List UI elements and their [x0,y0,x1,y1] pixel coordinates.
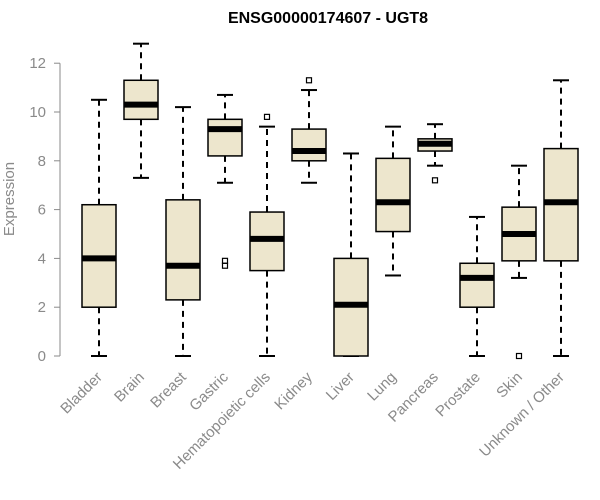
x-tick-label: Skin [493,369,526,402]
outlier-point [263,113,271,120]
y-tick-label: 0 [38,348,46,365]
x-tick-label: Bladder [57,369,106,418]
x-tick-label: Lung [364,369,400,405]
box-7 [375,125,411,277]
x-tick-label: Breast [147,368,190,411]
outlier-point [305,77,313,84]
y-axis-label: Expression [1,162,18,236]
y-tick-label: 6 [38,202,46,219]
box-11 [543,79,579,357]
box-iqr [207,118,243,157]
box-6 [333,152,369,357]
x-tick-label: Brain [111,369,148,406]
box-8 [417,123,453,184]
chart-title: ENSG00000174607 - UGT8 [228,10,428,27]
box-0 [81,98,117,357]
box-9 [459,215,495,357]
box-iqr [165,199,201,301]
box-5 [291,77,327,184]
box-2 [165,106,201,357]
outlier-point [515,352,523,360]
y-tick-label: 2 [38,299,46,316]
y-tick-label: 12 [29,55,46,72]
box-10 [501,164,537,360]
box-iqr [123,79,159,121]
y-tick-label: 10 [29,104,46,121]
y-tick-label: 4 [38,250,46,267]
box-iqr [291,128,327,162]
boxes-group [81,42,579,360]
x-tick-label: Prostate [432,369,484,421]
box-3 [207,93,243,269]
x-tick-label: Kidney [271,368,316,413]
x-tick-label: Liver [323,369,358,404]
box-iqr [459,262,495,308]
box-1 [123,42,159,179]
outlier-point [221,262,229,269]
box-4 [249,113,285,357]
outlier-point [431,177,439,184]
outlier-point [221,257,229,264]
box-iqr [375,157,411,233]
y-tick-label: 8 [38,153,46,170]
y-axis: 0 2 4 6 8 10 12 [29,55,61,365]
